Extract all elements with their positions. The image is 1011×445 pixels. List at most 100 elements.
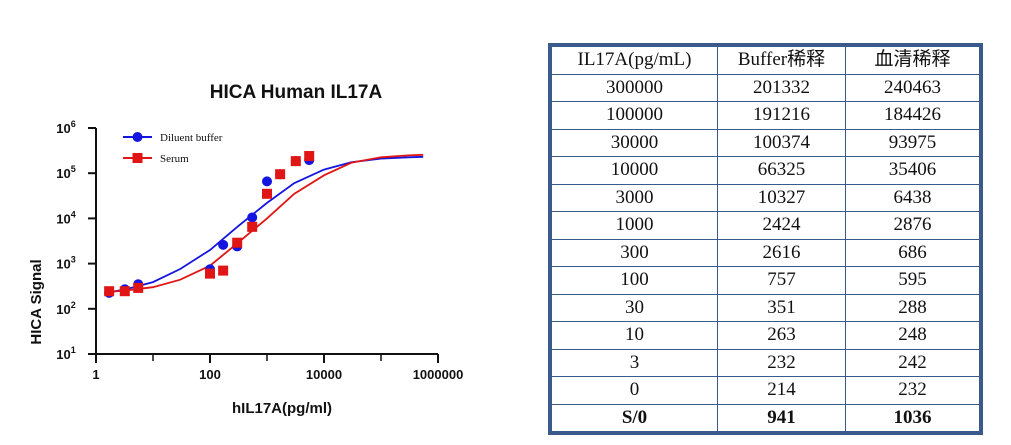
dose-response-chart: HICA Human IL17A hIL17A(pg/ml) HICA Sign…: [28, 82, 463, 417]
y-tick-base: 10: [56, 166, 70, 181]
y-tick-exponent: 4: [71, 209, 76, 219]
y-tick-base: 10: [56, 121, 70, 136]
table-cell: 232: [717, 348, 846, 377]
serum-data-point: [290, 156, 301, 167]
table-cell: 263: [717, 321, 846, 350]
x-tick-label: 10000: [306, 367, 342, 382]
y-tick-exponent: 1: [71, 345, 76, 355]
table-row: 30000 100374 93975: [551, 128, 980, 157]
table-cell: 595: [845, 266, 980, 295]
table-cell: 1036: [845, 403, 980, 432]
table-cell: 242: [845, 348, 980, 377]
table-row: 3 232 242: [551, 348, 980, 377]
legend-marker-circle: [132, 132, 143, 142]
y-tick-exponent: 5: [71, 164, 76, 174]
table-cell: 35406: [845, 156, 980, 185]
y-tick-base: 10: [56, 257, 70, 272]
legend-marker-square: [132, 153, 143, 163]
table-cell: 300: [551, 238, 718, 267]
table-row: 10 263 248: [551, 321, 980, 350]
table-row: 100000 191216 184426: [551, 101, 980, 130]
table-row: 30 351 288: [551, 293, 980, 322]
table-cell: 30000: [551, 128, 718, 157]
table-cell: 2616: [717, 238, 846, 267]
table-cell: 93975: [845, 128, 980, 157]
table-cell: 2876: [845, 211, 980, 240]
results-table: IL17A(pg/mL) Buffer稀释 血清稀释 300000 201332 2…: [551, 46, 980, 432]
y-tick-base: 10: [56, 211, 70, 226]
serum-data-point: [133, 282, 144, 293]
table-row: 1000 2424 2876: [551, 211, 980, 240]
table-cell: 1000: [551, 211, 718, 240]
y-tick-label: 105: [56, 164, 75, 181]
serum-data-point: [304, 151, 315, 162]
serum-data-point: [232, 237, 243, 248]
table-cell: 288: [845, 293, 980, 322]
table-cell: 248: [845, 321, 980, 350]
serum-data-point: [247, 221, 258, 232]
table-row: 3000 10327 6438: [551, 183, 980, 212]
buffer-data-point: [247, 212, 258, 223]
table-cell: 100374: [717, 128, 846, 157]
chart-title: HICA Human IL17A: [210, 82, 383, 103]
serum-data-point: [119, 286, 130, 297]
table-cell: 66325: [717, 156, 846, 185]
x-tick-label: 100: [199, 367, 221, 382]
y-tick-exponent: 2: [71, 300, 76, 310]
y-tick-base: 10: [56, 347, 70, 362]
y-tick-exponent: 6: [71, 119, 76, 129]
header-buffer: Buffer稀释: [717, 46, 846, 75]
legend: Diluent buffer Serum: [123, 132, 223, 165]
buffer-fit-curve: [105, 155, 424, 294]
buffer-data-point: [262, 176, 272, 187]
x-tick-label: 1000000: [413, 367, 464, 382]
fit-curves: [105, 153, 424, 294]
serum-data-point: [104, 286, 115, 297]
table-cell: 214: [717, 376, 846, 405]
table-cell: 2424: [717, 211, 846, 240]
table-cell: 351: [717, 293, 846, 322]
table-cell: 757: [717, 266, 846, 295]
table-cell: 3: [551, 348, 718, 377]
table-cell: 240463: [845, 73, 980, 102]
table-row: 100 757 595: [551, 266, 980, 295]
table-cell: 201332: [717, 73, 846, 102]
legend-label: Diluent buffer: [160, 132, 223, 144]
y-tick-label: 104: [56, 209, 75, 226]
table-cell: S/0: [551, 403, 718, 432]
table-cell: 941: [717, 403, 846, 432]
table-cell: 0: [551, 376, 718, 405]
y-tick-exponent: 3: [71, 255, 76, 265]
table-cell: 100000: [551, 101, 718, 130]
table-cell: 30: [551, 293, 718, 322]
table-cell: 3000: [551, 183, 718, 212]
y-tick-label: 101: [56, 345, 75, 362]
table-cell: 10000: [551, 156, 718, 185]
table-cell: 232: [845, 376, 980, 405]
table-row: 0 214 232: [551, 376, 980, 405]
table-row: S/0 941 1036: [551, 403, 980, 432]
serum-data-point: [205, 268, 215, 279]
table-cell: 10327: [717, 183, 846, 212]
header-concentration: IL17A(pg/mL): [551, 46, 718, 75]
data-points: [104, 151, 315, 298]
table-cell: 100: [551, 266, 718, 295]
y-tick-label: 102: [56, 300, 75, 317]
table-cell: 300000: [551, 73, 718, 102]
table-cell: 10: [551, 321, 718, 350]
serum-data-point: [218, 265, 229, 276]
legend-label: Serum: [160, 153, 189, 165]
y-tick-label: 103: [56, 255, 75, 272]
chart-panel: HICA Human IL17A hIL17A(pg/ml) HICA Sign…: [0, 60, 500, 440]
table-cell: 6438: [845, 183, 980, 212]
table-cell: 686: [845, 238, 980, 267]
serum-fit-curve: [105, 153, 424, 293]
serum-data-point: [262, 188, 272, 199]
header-serum: 血清稀释: [845, 46, 980, 75]
serum-data-point: [275, 169, 286, 180]
x-tick-label: 1: [92, 367, 99, 382]
table-row: 300 2616 686: [551, 238, 980, 267]
table-cell: 184426: [845, 101, 980, 130]
table-header-row: IL17A(pg/mL) Buffer稀释 血清稀释: [551, 46, 980, 75]
